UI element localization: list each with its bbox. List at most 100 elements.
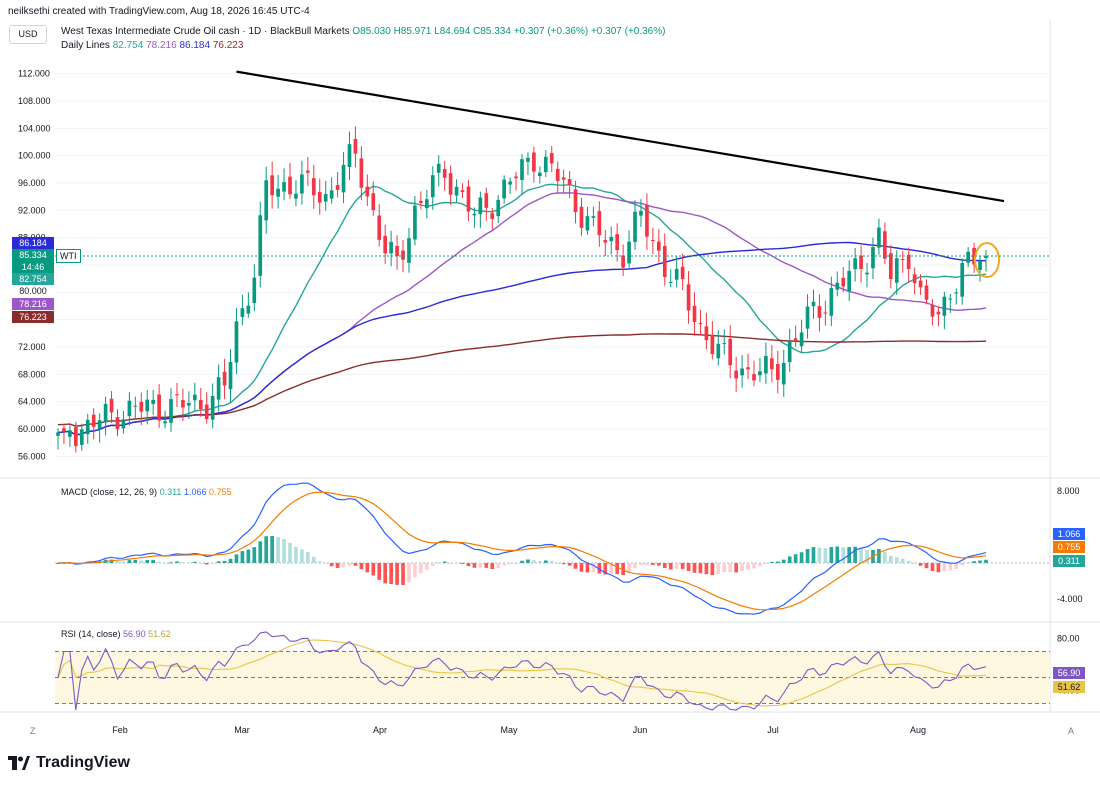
candle-body (79, 429, 84, 445)
macd-histogram-bar (912, 563, 917, 564)
candle-body (633, 211, 637, 242)
candle-body (799, 332, 804, 347)
macd-histogram-bar (240, 551, 245, 563)
candle-body (567, 179, 572, 185)
macd-histogram-bar (567, 563, 572, 566)
candle-body (561, 177, 566, 180)
candle-body (204, 404, 209, 420)
candle-body (805, 306, 810, 329)
macd-histogram-bar (865, 550, 869, 563)
candle-body (460, 190, 465, 192)
candle-body (954, 292, 959, 294)
candle-body (668, 282, 673, 284)
macd-histogram-bar (502, 563, 506, 566)
candle-body (520, 159, 524, 181)
candle-body (865, 272, 869, 275)
price-label-last: 85.334 (12, 249, 54, 261)
candle-body (853, 258, 857, 270)
candle-body (383, 235, 388, 254)
candle-body (770, 358, 774, 370)
candle-body (597, 211, 602, 236)
macd-legend: MACD (close, 12, 26, 9) 0.311 1.066 0.75… (61, 487, 232, 497)
price-tick-label: 104.000 (18, 123, 51, 133)
candle-body (859, 255, 863, 269)
candle-body (871, 247, 875, 269)
macd-histogram-bar (163, 563, 167, 564)
macd-histogram-bar (555, 562, 560, 564)
macd-histogram-bar (704, 563, 709, 575)
macd-histogram-bar (835, 546, 840, 563)
candle-body (466, 186, 471, 212)
candle-body (175, 394, 179, 396)
candle-body (419, 200, 423, 204)
candle-body (341, 164, 346, 193)
candle-body (127, 400, 132, 416)
macd-histogram-bar (781, 559, 786, 563)
candle-body (645, 205, 649, 237)
candle-body (716, 343, 721, 359)
candle-body (591, 216, 596, 218)
macd-histogram-bar (859, 548, 863, 563)
macd-histogram-bar (359, 563, 364, 570)
candle-body (139, 401, 144, 412)
macd-histogram-bar (799, 552, 804, 563)
candle-body (835, 282, 840, 290)
candle-body (484, 193, 489, 208)
candle-body (234, 321, 239, 363)
macd-histogram-bar (169, 562, 173, 564)
moving-averages (57, 183, 987, 436)
macd-histogram-bar (954, 563, 959, 569)
candle-body (912, 274, 917, 284)
currency-button[interactable]: USD (9, 25, 47, 44)
macd-histogram-bar (841, 547, 846, 563)
rsi-tick-label: 80.00 (1057, 634, 1080, 644)
candle-body (300, 174, 304, 194)
macd-histogram-bar (526, 559, 530, 563)
macd-histogram-bar (538, 561, 542, 563)
auto-scale-button[interactable]: A (1068, 726, 1075, 736)
candle-body (906, 254, 911, 269)
candle-body (359, 158, 364, 188)
rsi-ma-value: 51.62 (148, 629, 171, 639)
macd-histogram-bar (972, 561, 976, 563)
macd-histogram-bar (603, 563, 608, 575)
candle-body (936, 311, 941, 315)
candle-body (413, 205, 417, 240)
candle-body (198, 399, 203, 409)
candle-body (585, 216, 590, 231)
candle-body (145, 399, 150, 412)
candle-body (811, 301, 816, 307)
macd-histogram-bar (930, 563, 935, 572)
macd-histogram-bar (335, 563, 340, 568)
candle-body (538, 172, 542, 177)
candle-body (960, 263, 965, 297)
macd-histogram-bar (317, 561, 322, 563)
time-axis-label: Mar (234, 725, 250, 735)
rsi-label: 56.90 (1053, 667, 1085, 679)
candle-body (728, 338, 733, 366)
candle-body (787, 341, 792, 363)
rsi-legend: RSI (14, close) 56.90 51.62 (61, 629, 171, 639)
candle-body (627, 241, 631, 264)
macd-histogram-bar (294, 546, 298, 563)
macd-histogram-bar (520, 560, 524, 563)
macd-histogram-bar (258, 541, 263, 563)
macd-histogram-bar (734, 563, 738, 573)
macd-histogram-bar (633, 563, 637, 569)
macd-tick-label: 8.000 (1057, 486, 1080, 496)
macd-histogram-bar (424, 563, 429, 571)
candle-body (68, 430, 72, 437)
candle-body (680, 266, 685, 280)
macd-histogram-bar (770, 561, 774, 563)
scale-z-button[interactable]: Z (30, 726, 36, 736)
macd-histogram-bar (252, 547, 257, 563)
macd-histogram-bar (323, 563, 328, 565)
candle-body (436, 163, 441, 173)
candle-body (502, 179, 506, 199)
candle-body (169, 399, 173, 423)
time-axis-label: Jun (633, 725, 648, 735)
candle-body (216, 377, 221, 400)
macd-line (57, 482, 987, 615)
macd-histogram-bar (353, 563, 358, 566)
macd-histogram-bar (960, 563, 965, 566)
